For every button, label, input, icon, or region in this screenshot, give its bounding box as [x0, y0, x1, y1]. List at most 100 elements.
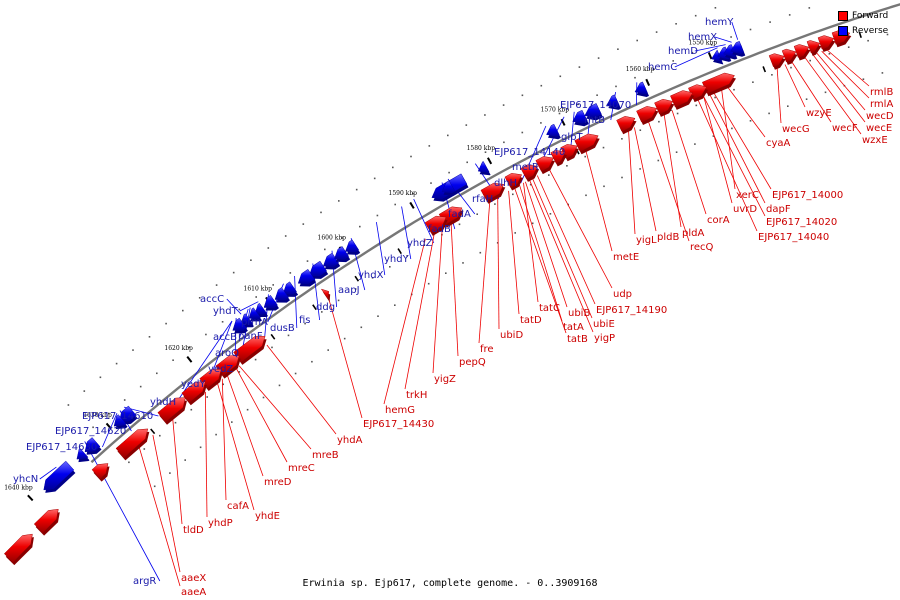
forward-gene-label: yigZ	[434, 374, 456, 385]
forward-gene-leader-line	[634, 127, 657, 232]
track-dot	[132, 349, 134, 351]
track-dot	[184, 459, 186, 461]
forward-gene-leader-line	[826, 49, 870, 87]
scale-tick-label: 1580 kbp	[467, 145, 496, 152]
forward-gene-leader-line	[703, 96, 766, 217]
forward-gene-arrow	[670, 90, 694, 108]
reverse-gene-arrow	[84, 437, 101, 453]
reverse-gene-label: rhtB	[584, 115, 605, 126]
track-dot	[205, 333, 207, 336]
track-dot	[284, 235, 287, 237]
track-dot	[430, 182, 432, 184]
scale-tick-label: 1570 kbp	[541, 106, 570, 113]
reverse-gene-label: hemX	[688, 32, 717, 43]
reverse-gene-label: aroQ	[215, 348, 239, 359]
forward-gene-leader-line	[238, 365, 312, 450]
scale-tick-label: 1550 kbp	[689, 39, 718, 46]
track-dot	[148, 336, 151, 338]
forward-gene-label: EJP617_14430	[363, 419, 434, 430]
reverse-gene-label: ddg	[316, 302, 335, 313]
track-dot	[805, 98, 808, 100]
track-dot	[636, 39, 638, 42]
track-dot	[695, 104, 698, 107]
track-dot	[262, 396, 265, 399]
reverse-gene-leader-line	[376, 222, 386, 276]
forward-gene-leader-line	[432, 228, 443, 374]
reverse-gene-arrow	[546, 123, 560, 137]
track-dot	[769, 21, 771, 23]
forward-gene-leader-line	[532, 177, 593, 319]
track-dot	[115, 362, 118, 365]
forward-gene-label: mreD	[264, 477, 292, 488]
track-dot	[359, 225, 361, 228]
forward-gene-label: wecF	[832, 123, 858, 134]
track-dot	[676, 112, 679, 115]
reverse-gene-label: yhdX	[358, 270, 384, 281]
track-dot	[886, 33, 889, 36]
reverse-gene-arrow	[274, 287, 289, 300]
track-dot	[881, 72, 884, 74]
forward-gene-label: ubiB	[568, 308, 590, 319]
track-dot	[621, 138, 623, 140]
track-dot	[749, 120, 752, 122]
track-dot	[271, 346, 273, 349]
track-dot	[731, 127, 733, 130]
track-dot	[529, 183, 532, 186]
forward-gene-label: pepQ	[459, 357, 486, 368]
track-dot	[672, 60, 674, 62]
track-dot	[675, 23, 677, 25]
forward-gene-label: yigL	[636, 235, 657, 246]
track-dot	[304, 322, 306, 325]
scale-tick-label: 1640 kbp	[4, 484, 33, 491]
reverse-gene-label: rfaH	[472, 194, 493, 205]
forward-gene-arrow	[480, 182, 505, 202]
forward-gene-label: corA	[707, 215, 730, 226]
track-dot	[809, 59, 811, 62]
track-dot	[828, 53, 831, 55]
forward-gene-label: rmlB	[870, 87, 893, 98]
scale-tick	[186, 355, 193, 363]
forward-gene-arrow	[574, 133, 599, 152]
forward-gene-label: dapF	[766, 204, 791, 215]
forward-gene-arrow	[424, 215, 447, 234]
track-dot	[621, 176, 623, 179]
track-dot	[165, 322, 167, 325]
forward-gene-label: tatA	[563, 322, 584, 333]
track-dot	[198, 297, 201, 299]
track-dot	[376, 214, 379, 217]
dotted-guide-tracks	[67, 7, 889, 488]
forward-gene-arrow	[157, 397, 186, 423]
forward-gene-leader-line	[536, 175, 596, 305]
reverse-gene-arrow	[297, 268, 315, 284]
reverse-gene-label: hemD	[668, 46, 698, 57]
reverse-gene-label: yhdY	[384, 254, 410, 265]
forward-gene-label: yhdA	[337, 435, 363, 446]
track-dot	[577, 103, 579, 106]
genome-backbone	[90, 3, 900, 464]
forward-gene-leader-line	[529, 179, 594, 333]
track-dot	[128, 461, 130, 464]
reverse-gene-label: metR	[512, 162, 539, 173]
track-dot	[862, 78, 865, 80]
track-dot	[768, 112, 770, 115]
reverse-gene-label: dlhH	[494, 178, 517, 189]
track-dot	[427, 282, 430, 285]
reverse-gene-leader-line	[731, 21, 739, 40]
reverse-gene-label: yedY	[181, 379, 206, 390]
track-dot	[302, 223, 305, 225]
forward-gene-label: EJP617_14000	[772, 190, 843, 201]
forward-gene-leader-line	[821, 50, 870, 99]
track-dot	[343, 337, 346, 340]
track-dot	[360, 326, 363, 329]
track-dot	[521, 94, 524, 97]
forward-gene-leader-line	[585, 150, 613, 252]
forward-gene-arrow	[616, 116, 636, 132]
forward-gene-arrow	[817, 35, 835, 50]
track-dot	[639, 129, 642, 131]
reverse-gene-label: EJP617_14630	[26, 442, 97, 453]
forward-gene-arrow	[688, 84, 707, 100]
track-dot	[559, 75, 562, 78]
forward-gene-leader-line	[328, 300, 363, 419]
forward-gene-leader-line	[221, 378, 227, 501]
reverse-gene-arrow	[477, 161, 490, 173]
